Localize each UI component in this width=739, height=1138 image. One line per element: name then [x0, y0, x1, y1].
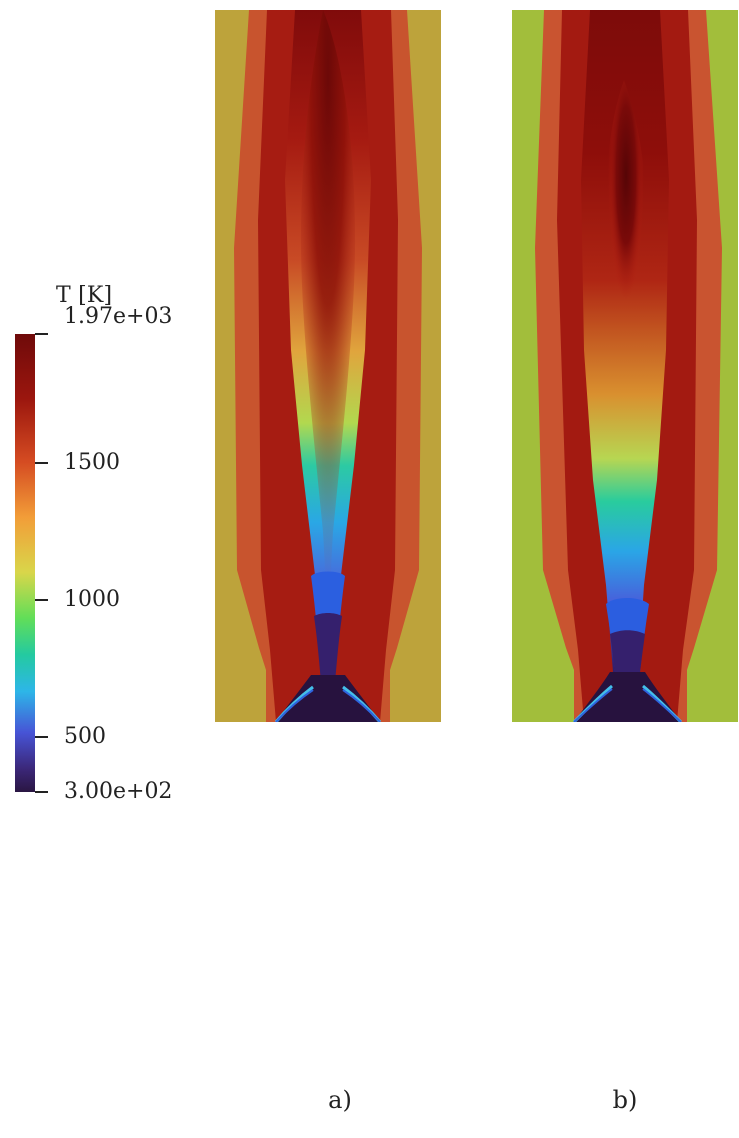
- colorbar-title: T [K]: [56, 283, 113, 308]
- contour-panel-b: [512, 10, 738, 722]
- panel-a-hot-zone: [300, 10, 356, 722]
- panel-b-svg: [512, 10, 738, 722]
- colorbar-label-1500: 1500: [64, 450, 120, 475]
- panel-b-caption: b): [612, 1086, 638, 1114]
- panel-b-hot-zone: [604, 80, 648, 376]
- colorbar-label-1000: 1000: [64, 587, 120, 612]
- colorbar-gradient: [15, 334, 35, 792]
- panel-a-cold-jet: [314, 613, 342, 722]
- panel-a-left-blue-edge: [275, 689, 314, 722]
- panel-a-right-blue-edge: [342, 689, 381, 722]
- colorbar-max-label: 1.97e+03: [64, 304, 173, 329]
- colorbar-label-500: 500: [64, 724, 106, 749]
- panel-a-caption: a): [328, 1086, 352, 1114]
- panel-a-inlet-core: [276, 675, 380, 722]
- colorbar-panel: T [K]: [0, 0, 210, 1138]
- panel-b-left-blue-edge: [573, 688, 613, 722]
- panel-b-right-blue-edge: [642, 688, 682, 722]
- colorbar-min-label: 3.00e+02: [64, 779, 173, 804]
- contour-panel-a: [215, 10, 441, 722]
- panel-b-inlet-core: [574, 672, 681, 722]
- colorbar-svg: [15, 333, 48, 793]
- panel-a-svg: [215, 10, 441, 722]
